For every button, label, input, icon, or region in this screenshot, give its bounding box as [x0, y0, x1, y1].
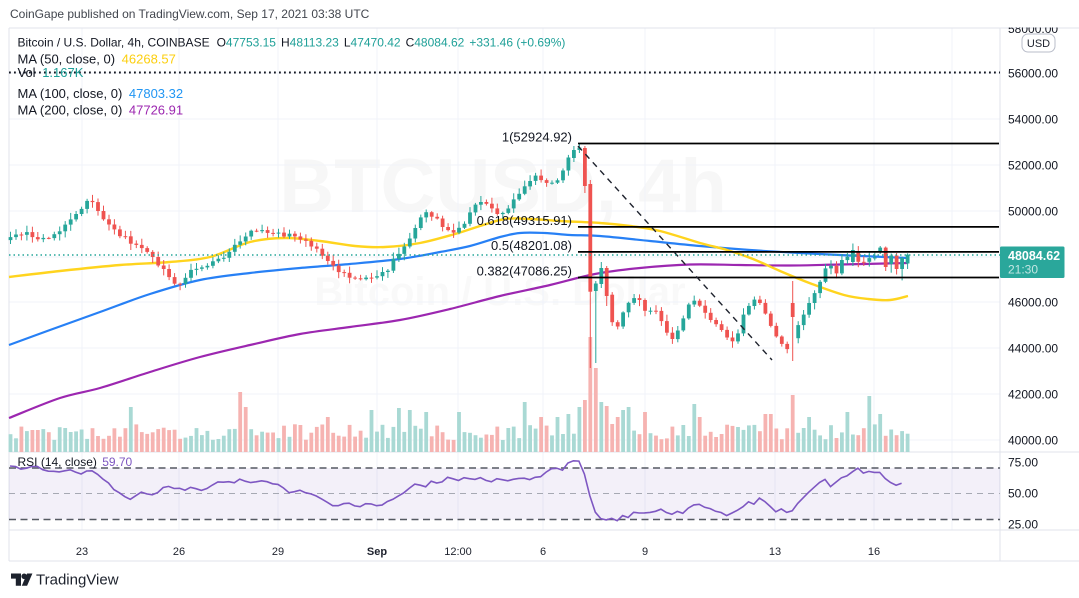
svg-text:RSI (14, close) 59.70: RSI (14, close) 59.70 — [18, 455, 133, 469]
svg-text:54000.00: 54000.00 — [1008, 113, 1058, 127]
svg-text:Bitcoin / U.S. Dollar, 4h, COI: Bitcoin / U.S. Dollar, 4h, COINBASE O4775… — [18, 36, 566, 50]
svg-text:46000.00: 46000.00 — [1008, 296, 1058, 310]
svg-text:25.00: 25.00 — [1008, 518, 1038, 532]
svg-text:13: 13 — [769, 546, 781, 558]
svg-text:6: 6 — [540, 546, 546, 558]
svg-text:56000.00: 56000.00 — [1008, 67, 1058, 81]
svg-text:23: 23 — [76, 546, 88, 558]
svg-text:1(52924.92): 1(52924.92) — [502, 130, 572, 145]
svg-text:MA (100, close, 0) 47803.32: MA (100, close, 0) 47803.32 — [18, 86, 184, 101]
svg-text:40000.00: 40000.00 — [1008, 434, 1058, 448]
svg-text:48084.62: 48084.62 — [1008, 249, 1060, 263]
svg-text:0.5(48201.08): 0.5(48201.08) — [491, 238, 572, 253]
svg-text:TradingView: TradingView — [36, 572, 119, 589]
svg-text:16: 16 — [868, 546, 880, 558]
svg-text:Vol 1.167K: Vol 1.167K — [18, 65, 84, 80]
svg-text:44000.00: 44000.00 — [1008, 342, 1058, 356]
svg-text:75.00: 75.00 — [1008, 456, 1038, 470]
svg-text:29: 29 — [272, 546, 284, 558]
svg-text:9: 9 — [642, 546, 648, 558]
svg-text:50.00: 50.00 — [1008, 487, 1038, 501]
svg-text:42000.00: 42000.00 — [1008, 388, 1058, 402]
svg-text:Sep: Sep — [367, 546, 387, 558]
svg-text:52000.00: 52000.00 — [1008, 159, 1058, 173]
svg-text:MA (50, close, 0) 46268.57: MA (50, close, 0) 46268.57 — [18, 52, 176, 67]
svg-text:21:30: 21:30 — [1008, 263, 1038, 277]
svg-text:MA (200, close, 0) 47726.91: MA (200, close, 0) 47726.91 — [18, 103, 184, 118]
svg-text:12:00: 12:00 — [444, 546, 472, 558]
svg-text:CoinGape published on TradingV: CoinGape published on TradingView.com, S… — [10, 7, 370, 21]
svg-text:USD: USD — [1027, 38, 1050, 50]
svg-text:0.618(49315.91): 0.618(49315.91) — [477, 213, 572, 228]
svg-text:50000.00: 50000.00 — [1008, 205, 1058, 219]
svg-text:26: 26 — [173, 546, 185, 558]
svg-text:0.382(47086.25): 0.382(47086.25) — [477, 264, 572, 279]
